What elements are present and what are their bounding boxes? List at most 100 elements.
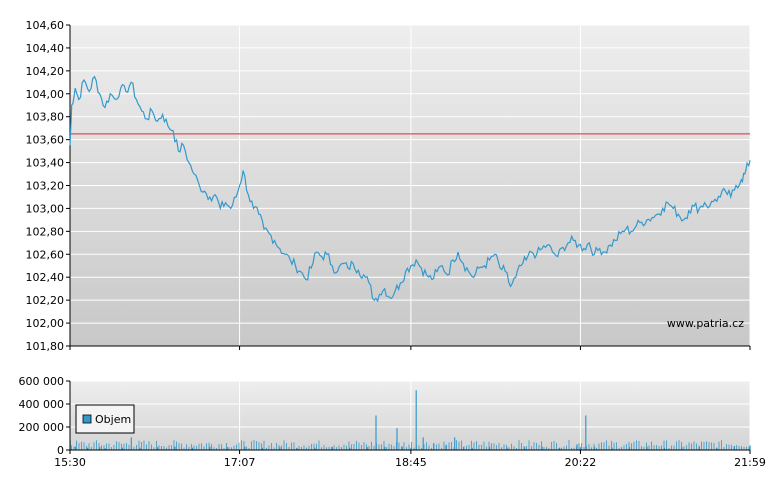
volume-bar [616, 442, 617, 450]
volume-bar [598, 443, 600, 450]
volume-bar [211, 444, 212, 450]
volume-bar [576, 446, 577, 450]
volume-bar [166, 447, 167, 450]
volume-bar [445, 445, 447, 450]
volume-bar [306, 447, 307, 450]
volume-bar [226, 443, 227, 450]
volume-bar [538, 444, 540, 450]
volume-bar [381, 444, 382, 450]
volume-bar [473, 442, 475, 450]
volume-y-tick-label: 200 000 [19, 421, 65, 434]
volume-bar [383, 441, 385, 450]
volume-bar [331, 446, 332, 450]
volume-bar [218, 444, 220, 450]
volume-bar [523, 446, 525, 450]
volume-bar [321, 447, 322, 450]
volume-bar [86, 445, 87, 450]
volume-bar [123, 443, 125, 450]
volume-bar [461, 440, 462, 450]
volume-bar [422, 437, 424, 450]
volume-bar [511, 443, 512, 450]
volume-bar [216, 448, 217, 450]
volume-bar [696, 443, 697, 450]
volume-y-tick-label: 400 000 [19, 398, 65, 411]
volume-bar [596, 447, 597, 450]
volume-bar [349, 447, 351, 450]
volume-bar [258, 442, 260, 450]
volume-bar [526, 446, 527, 450]
volume-bar [73, 446, 75, 450]
volume-bar [536, 442, 537, 450]
volume-bar [408, 444, 410, 450]
watermark: www.patria.cz [667, 317, 744, 330]
volume-bar [606, 440, 607, 450]
volume-bar [713, 443, 715, 450]
legend: Objem [75, 404, 135, 434]
volume-bar [87, 447, 89, 450]
volume-bar [226, 447, 228, 450]
volume-bar [283, 440, 285, 450]
volume-bar [451, 441, 452, 450]
volume-bar [208, 442, 210, 450]
volume-bar [191, 444, 192, 450]
volume-bar [663, 440, 665, 450]
volume-bar [748, 446, 750, 450]
volume-bar [316, 443, 317, 450]
volume-bar [108, 443, 110, 450]
volume-bar [668, 448, 670, 450]
volume-bar [566, 445, 567, 450]
volume-bar [521, 443, 522, 450]
volume-bar [508, 447, 510, 450]
volume-bar [121, 443, 122, 450]
volume-bar [384, 446, 386, 450]
volume-bar [438, 443, 440, 450]
volume-bar [188, 446, 190, 450]
volume-bar [118, 442, 120, 450]
volume-bar [213, 447, 215, 450]
volume-bar [139, 447, 141, 450]
volume-bar [268, 445, 270, 450]
volume-bar [738, 446, 740, 450]
volume-bar [498, 443, 500, 450]
volume-bar [531, 446, 532, 450]
volume-bar [568, 440, 570, 450]
volume-bar [518, 440, 520, 450]
volume-bar [96, 440, 97, 450]
volume-bar [701, 441, 702, 450]
y-tick-label: 103,00 [26, 202, 65, 215]
volume-bar [653, 445, 655, 450]
volume-bar [548, 447, 550, 450]
volume-bar [656, 444, 657, 450]
volume-bar [343, 444, 345, 450]
volume-bar [286, 443, 287, 450]
volume-bar [506, 445, 507, 450]
volume-bar [578, 443, 580, 450]
volume-bar [236, 444, 237, 450]
volume-bar [671, 445, 672, 450]
volume-bar [338, 445, 340, 450]
volume-bar [603, 442, 605, 450]
volume-bar [623, 445, 625, 450]
volume-bar [346, 445, 347, 450]
volume-bar [130, 437, 132, 450]
volume-bar [453, 447, 455, 450]
volume-bar [573, 447, 575, 450]
volume-bar [613, 442, 615, 450]
volume-bar [581, 443, 582, 450]
volume-bar [251, 441, 252, 450]
x-tick-label: 18:45 [395, 456, 427, 469]
volume-bar [418, 445, 420, 450]
volume-bar [104, 448, 106, 450]
volume-bar [71, 445, 72, 450]
volume-bar [171, 445, 172, 450]
volume-bar [146, 444, 147, 450]
volume-bar [331, 447, 333, 450]
volume-bar [683, 446, 685, 450]
volume-bar [462, 447, 464, 450]
volume-bar [541, 441, 542, 450]
volume-bar [243, 441, 245, 450]
volume-bar [471, 440, 472, 450]
volume-bar [421, 448, 422, 450]
volume-bar [278, 445, 280, 450]
